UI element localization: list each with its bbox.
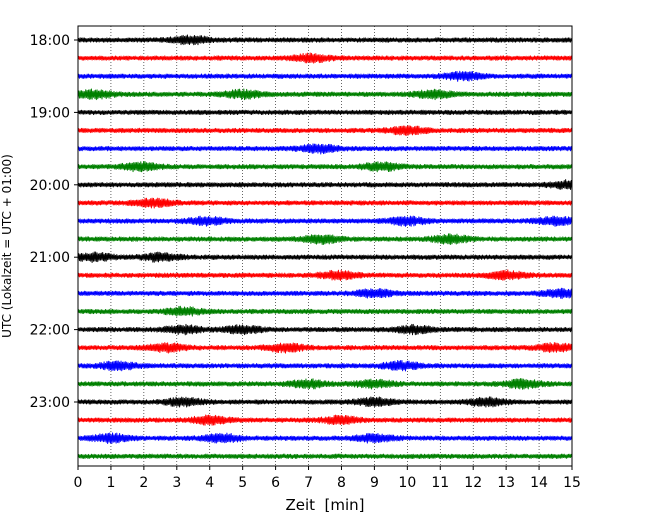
trace-21:00	[77, 251, 573, 264]
trace-23:00	[77, 396, 573, 408]
trace-22:00	[77, 323, 573, 336]
vertical-grid-lines	[110, 26, 540, 466]
x-tick-label: 6	[271, 475, 280, 491]
y-axis-label: UTC (Lokalzeit = UTC + 01:00)	[0, 154, 14, 338]
trace-21:30	[77, 287, 573, 300]
y-tick-label: 22:00	[30, 323, 70, 339]
trace-23:45	[77, 453, 573, 459]
trace-18:15	[77, 52, 573, 64]
trace-18:45	[77, 88, 573, 101]
trace-22:15	[77, 342, 573, 354]
y-tick-label: 23:00	[30, 395, 70, 411]
x-tick-label: 1	[106, 475, 115, 491]
x-tick-label: 14	[530, 475, 548, 491]
x-tick-label: 0	[74, 475, 83, 491]
trace-20:00	[77, 179, 573, 190]
x-axis-label: Zeit [min]	[285, 496, 364, 514]
x-tick-label: 11	[431, 475, 449, 491]
x-tick-label: 7	[304, 475, 313, 491]
trace-18:30	[77, 70, 573, 82]
trace-23:15	[77, 414, 573, 426]
trace-19:00	[77, 109, 573, 116]
y-axis-ticks: 18:00 19:00 20:00 21:00 22:00 23:00	[30, 33, 78, 411]
trace-21:45	[77, 305, 573, 317]
y-tick-label: 19:00	[30, 105, 70, 121]
x-tick-label: 12	[464, 475, 482, 491]
trace-19:45	[77, 161, 573, 173]
trace-23:30	[77, 432, 573, 444]
trace-19:30	[77, 143, 573, 155]
y-tick-label: 20:00	[30, 178, 70, 194]
trace-20:45	[77, 233, 573, 245]
trace-20:15	[77, 197, 573, 209]
plot-frame	[77, 25, 573, 467]
x-tick-label: 10	[398, 475, 416, 491]
x-tick-label: 9	[370, 475, 379, 491]
x-tick-label: 3	[172, 475, 181, 491]
trace-22:30	[77, 359, 573, 372]
x-tick-label: 8	[337, 475, 346, 491]
y-tick-label: 18:00	[30, 33, 70, 49]
trace-18:00	[77, 34, 573, 46]
x-tick-label: 2	[139, 475, 148, 491]
trace-19:15	[77, 125, 573, 136]
trace-20:30	[77, 215, 573, 227]
y-tick-label: 21:00	[30, 250, 70, 266]
x-axis-ticks: 0 1 2 3 4 5 6 7 8 9 10 11 12 13 14 15	[74, 466, 581, 491]
x-tick-label: 5	[238, 475, 247, 491]
x-tick-label: 13	[497, 475, 515, 491]
x-tick-label: 4	[205, 475, 214, 491]
trace-22:45	[77, 378, 573, 390]
trace-lines	[77, 34, 573, 459]
x-tick-label: 15	[563, 475, 581, 491]
trace-21:15	[77, 269, 573, 281]
